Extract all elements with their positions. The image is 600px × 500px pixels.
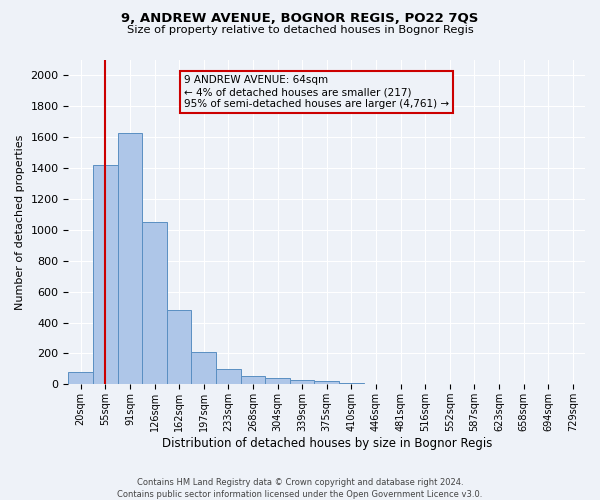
Bar [93,165,118,384]
Bar [241,376,265,384]
Bar [191,352,216,384]
Bar [339,383,364,384]
Bar [118,132,142,384]
Bar [167,310,191,384]
Bar [216,369,241,384]
Bar [68,372,93,384]
X-axis label: Distribution of detached houses by size in Bognor Regis: Distribution of detached houses by size … [161,437,492,450]
Bar [290,380,314,384]
Text: Contains HM Land Registry data © Crown copyright and database right 2024.
Contai: Contains HM Land Registry data © Crown c… [118,478,482,499]
Bar [142,222,167,384]
Text: 9, ANDREW AVENUE, BOGNOR REGIS, PO22 7QS: 9, ANDREW AVENUE, BOGNOR REGIS, PO22 7QS [121,12,479,24]
Bar [265,378,290,384]
Text: 9 ANDREW AVENUE: 64sqm
← 4% of detached houses are smaller (217)
95% of semi-det: 9 ANDREW AVENUE: 64sqm ← 4% of detached … [184,76,449,108]
Text: Size of property relative to detached houses in Bognor Regis: Size of property relative to detached ho… [127,25,473,35]
Y-axis label: Number of detached properties: Number of detached properties [15,134,25,310]
Bar [314,381,339,384]
